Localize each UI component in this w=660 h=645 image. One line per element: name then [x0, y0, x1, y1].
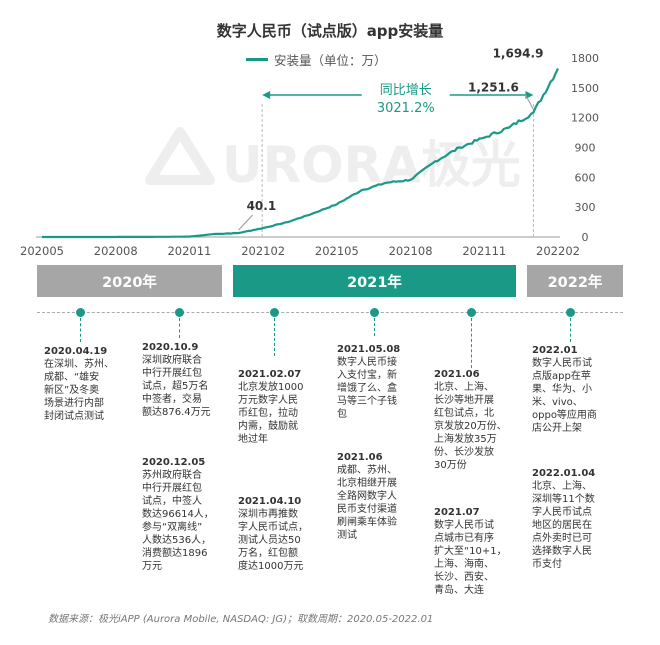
y-tick-label: 1800	[571, 52, 599, 65]
x-tick-label: 202105	[315, 244, 359, 258]
watermark-logo	[145, 127, 215, 185]
y-tick-label: 0	[582, 231, 589, 244]
y-tick-label: 1200	[571, 112, 599, 125]
timeline-connector	[570, 318, 571, 342]
y-axis: 0 300 600 900 1200 1500 1800	[571, 52, 599, 244]
x-tick-label: 202108	[389, 244, 433, 258]
timeline-event: 2021.06 北京、上海、 长沙等地开展 红包试点，北 京发放20万份、 上海…	[434, 368, 518, 472]
timeline-event: 2021.05.08 数字人民币接 入支付宝，新 增饿了么、盒 马等三个子钱 包	[337, 343, 419, 421]
timeline-connector	[179, 318, 180, 338]
timeline-event: 2020.10.9 深圳政府联合 中行开展红包 试点，超5万名 中签者，交易 额…	[142, 341, 224, 419]
timeline-connector	[274, 318, 275, 356]
event-text: 数字人民币试 点版app在苹 果、华为、小 米、vivo、 oppo等应用商 店…	[532, 358, 597, 434]
timeline-event: 2020.04.19 在深圳、苏州、 成都、“雄安 新区”及冬奥 场景进行内部 …	[44, 345, 126, 423]
annotation-label: 40.1	[247, 199, 277, 213]
x-tick-label: 202008	[94, 244, 138, 258]
event-date: 2021.05.08	[337, 344, 401, 355]
growth-value: 3021.2%	[377, 101, 435, 116]
timeline-dot	[175, 308, 184, 317]
timeline-event: 2021.04.10 深圳市再推数 字人民币试点， 测试人员达50 万名，红包额…	[238, 495, 320, 573]
annotation-leader	[524, 94, 534, 110]
timeline-dot	[76, 308, 85, 317]
chart-legend: 安装量（单位：万）	[246, 50, 387, 69]
legend-swatch	[246, 58, 268, 61]
legend-label: 安装量（单位：万）	[274, 53, 387, 68]
timeline-connector	[471, 318, 472, 368]
data-annotations: 40.1 1,251.6 1,694.9	[238, 46, 544, 231]
timeline-event: 2021.07 数字人民币试 点城市已有序 扩大至“10+1， 上海、海南、 长…	[434, 506, 518, 597]
year-band-2020: 2020年	[37, 265, 222, 297]
event-text: 苏州政府联合 中行开展红包 试点，中签人 数达96614人， 参与“双离线” 人…	[142, 470, 214, 572]
x-tick-label: 202011	[167, 244, 211, 258]
event-date: 2021.06	[434, 369, 480, 380]
year-band-2022: 2022年	[527, 265, 623, 297]
timeline-event: 2022.01 数字人民币试 点版app在苹 果、华为、小 米、vivo、 op…	[532, 344, 616, 435]
event-text: 数字人民币接 入支付宝，新 增饿了么、盒 马等三个子钱 包	[337, 357, 397, 420]
timeline-dot	[467, 308, 476, 317]
growth-label: 同比增长	[380, 83, 432, 98]
growth-label-bg	[361, 79, 450, 117]
y-tick-label: 900	[575, 142, 596, 155]
timeline-event: 2021.02.07 北京发放1000 万元数字人民 币红包，拉动 内需，鼓励就…	[238, 368, 320, 446]
event-text: 成都、苏州、 北京相继开展 全路网数字人 民币支付渠道 刷闸乘车体验 测试	[337, 465, 397, 541]
growth-annotation: 同比增长 3021.2%	[261, 79, 534, 237]
y-tick-label: 1500	[571, 82, 599, 95]
x-tick-label: 202202	[536, 244, 580, 258]
event-date: 2020.04.19	[44, 346, 108, 357]
x-tick-label: 202005	[20, 244, 64, 258]
growth-arrow-head-left	[262, 91, 271, 99]
x-tick-label: 202102	[241, 244, 285, 258]
chart-title: 数字人民币（试点版）app安装量	[216, 22, 444, 40]
timeline-dot	[370, 308, 379, 317]
watermark: URORA极光	[145, 127, 521, 194]
y-tick-label: 600	[575, 171, 596, 184]
timeline-event: 2021.06 成都、苏州、 北京相继开展 全路网数字人 民币支付渠道 刷闸乘车…	[337, 451, 419, 542]
event-text: 在深圳、苏州、 成都、“雄安 新区”及冬奥 场景进行内部 封闭试点测试	[44, 359, 114, 422]
event-text: 北京、上海、 长沙等地开展 红包试点，北 京发放20万份、 上海发放35万 份、…	[434, 382, 507, 471]
event-text: 北京发放1000 万元数字人民 币红包，拉动 内需，鼓励就 地过年	[238, 382, 304, 445]
timeline-dot	[566, 308, 575, 317]
annotation-label: 1,251.6	[468, 81, 519, 95]
event-date: 2021.07	[434, 507, 480, 518]
event-date: 2020.10.9	[142, 342, 199, 353]
series-line	[42, 68, 559, 239]
event-text: 深圳市再推数 字人民币试点， 测试人员达50 万名，红包额 度达1000万元	[238, 509, 308, 572]
x-tick-label: 202111	[462, 244, 506, 258]
timeline-connector	[80, 318, 81, 342]
event-text: 数字人民币试 点城市已有序 扩大至“10+1， 上海、海南、 长沙、西安、 青岛…	[434, 520, 507, 596]
event-date: 2021.04.10	[238, 496, 302, 507]
data-source-note: 数据来源：极光iAPP (Aurora Mobile, NASDAQ: JG)；…	[48, 614, 434, 625]
event-date: 2020.12.05	[142, 457, 206, 468]
y-tick-label: 300	[575, 201, 596, 214]
timeline-event: 2020.12.05 苏州政府联合 中行开展红包 试点，中签人 数达96614人…	[142, 456, 224, 573]
watermark-text: URORA极光	[222, 136, 521, 194]
event-date: 2022.01.04	[532, 468, 596, 479]
timeline-event: 2022.01.04 北京、上海、 深圳等11个数 字人民币试点 地区的居民在 …	[532, 467, 616, 571]
event-date: 2021.06	[337, 452, 383, 463]
x-axis: 202005 202008 202011 202102 202105 202108 2021…	[20, 236, 580, 258]
event-date: 2022.01	[532, 345, 578, 356]
event-text: 深圳政府联合 中行开展红包 试点，超5万名 中签者，交易 额达876.4万元	[142, 355, 211, 418]
event-date: 2021.02.07	[238, 369, 302, 380]
timeline-connector	[374, 318, 375, 336]
growth-arrow-head-right	[525, 91, 534, 99]
event-text: 北京、上海、 深圳等11个数 字人民币试点 地区的居民在 点外卖时已可 选择数字…	[532, 481, 595, 570]
timeline-axis	[37, 312, 623, 313]
timeline-dot	[270, 308, 279, 317]
annotation-leader	[238, 214, 253, 231]
plot-area	[42, 68, 559, 239]
annotation-label: 1,694.9	[493, 46, 544, 60]
year-band-2021: 2021年	[233, 265, 516, 297]
